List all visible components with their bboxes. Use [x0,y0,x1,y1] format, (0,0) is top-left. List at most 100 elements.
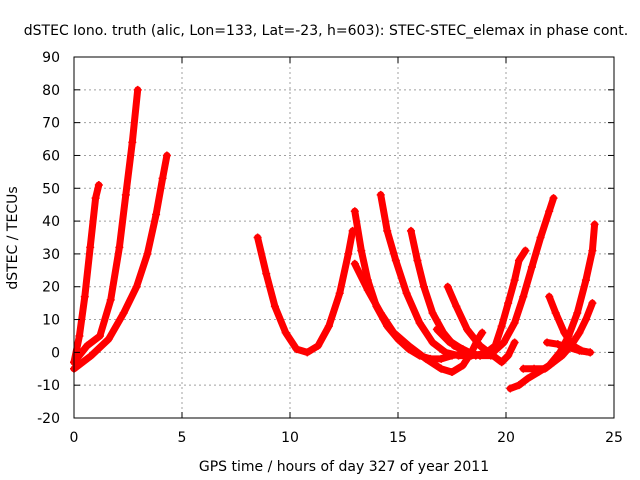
data-point [551,308,560,317]
data-point [104,335,113,344]
data-point [404,341,413,350]
data-point [270,302,279,311]
data-point [415,318,424,327]
data-point [510,318,519,327]
y-tick-label: 80 [42,83,60,99]
data-point [527,263,536,272]
y-tick-label: 0 [51,345,60,361]
data-point [581,315,590,324]
y-tick-label: 60 [42,148,60,164]
data-point [536,233,545,242]
series-arc4 [253,226,357,357]
data-point [391,256,400,265]
data-point [82,341,91,350]
y-tick-label: 70 [42,116,60,132]
data-point [292,345,301,354]
data-point [419,282,428,291]
data-point [586,348,595,357]
x-tick-label: 5 [178,430,187,446]
data-point [402,289,411,298]
chart-title: dSTEC Iono. truth (alic, Lon=133, Lat=-2… [24,23,628,39]
x-tick-label: 10 [281,430,299,446]
data-point [510,276,519,285]
data-point [549,194,558,203]
data-point [158,174,167,183]
series-arc15 [543,338,595,357]
data-point [543,338,552,347]
data-point [549,358,558,367]
series-line [70,86,142,366]
data-point [590,220,599,229]
data-point [432,325,441,334]
data-point [350,207,359,216]
data-point [573,308,582,317]
data-point [514,381,523,390]
data-point [413,256,422,265]
y-tick-label: 20 [42,280,60,296]
y-tick-label: 50 [42,181,60,197]
data-point [383,226,392,235]
data-point [545,292,554,301]
data-point [463,325,472,334]
data-point [575,346,584,355]
data-point [95,331,104,340]
data-point [406,226,415,235]
data-point [476,351,485,360]
data-point [443,282,452,291]
data-point [363,286,372,295]
y-tick-label: -20 [37,411,60,427]
data-point [560,328,569,337]
data-point [80,292,89,301]
plot-frame [73,56,615,419]
data-point [499,338,508,347]
data-point [262,269,271,278]
data-point [519,364,528,373]
data-point [575,328,584,337]
y-tick-label: 10 [42,313,60,329]
data-point [86,243,95,252]
y-tick-label: 90 [42,50,60,66]
data-point [115,243,124,252]
data-point [588,299,597,308]
data-point [478,328,487,337]
y-tick-label: -10 [37,378,60,394]
data-point [376,190,385,199]
data-point [545,207,554,216]
data-point [454,351,463,360]
x-axis-label: GPS time / hours of day 327 of year 2011 [199,459,489,475]
data-point [463,348,472,357]
data-point [553,340,562,349]
data-point [581,276,590,285]
series-arc2 [70,85,142,367]
data-point [519,292,528,301]
data-point [452,302,461,311]
data-point [489,348,498,357]
data-point [344,249,353,258]
data-point [564,343,573,352]
data-point [497,358,506,367]
data-point [133,85,142,94]
data-point [162,151,171,160]
data-point [75,331,84,340]
data-point [253,233,262,242]
data-point [94,180,103,189]
data-point [132,282,141,291]
data-point [428,338,437,347]
data-point [448,368,456,377]
data-point [128,138,137,147]
data-point [437,354,446,363]
y-axis-label: dSTEC / TECUs [5,186,21,289]
data-point [106,295,115,304]
data-point [506,384,515,393]
data-point [448,338,456,347]
data-point [530,364,539,373]
y-tick-label: 30 [42,247,60,263]
data-point [357,246,366,255]
x-tick-label: 20 [497,430,515,446]
data-point [558,351,567,360]
x-tick-label: 15 [389,430,407,446]
series-line [377,191,488,360]
data-point [335,289,344,298]
data-point [303,348,312,357]
